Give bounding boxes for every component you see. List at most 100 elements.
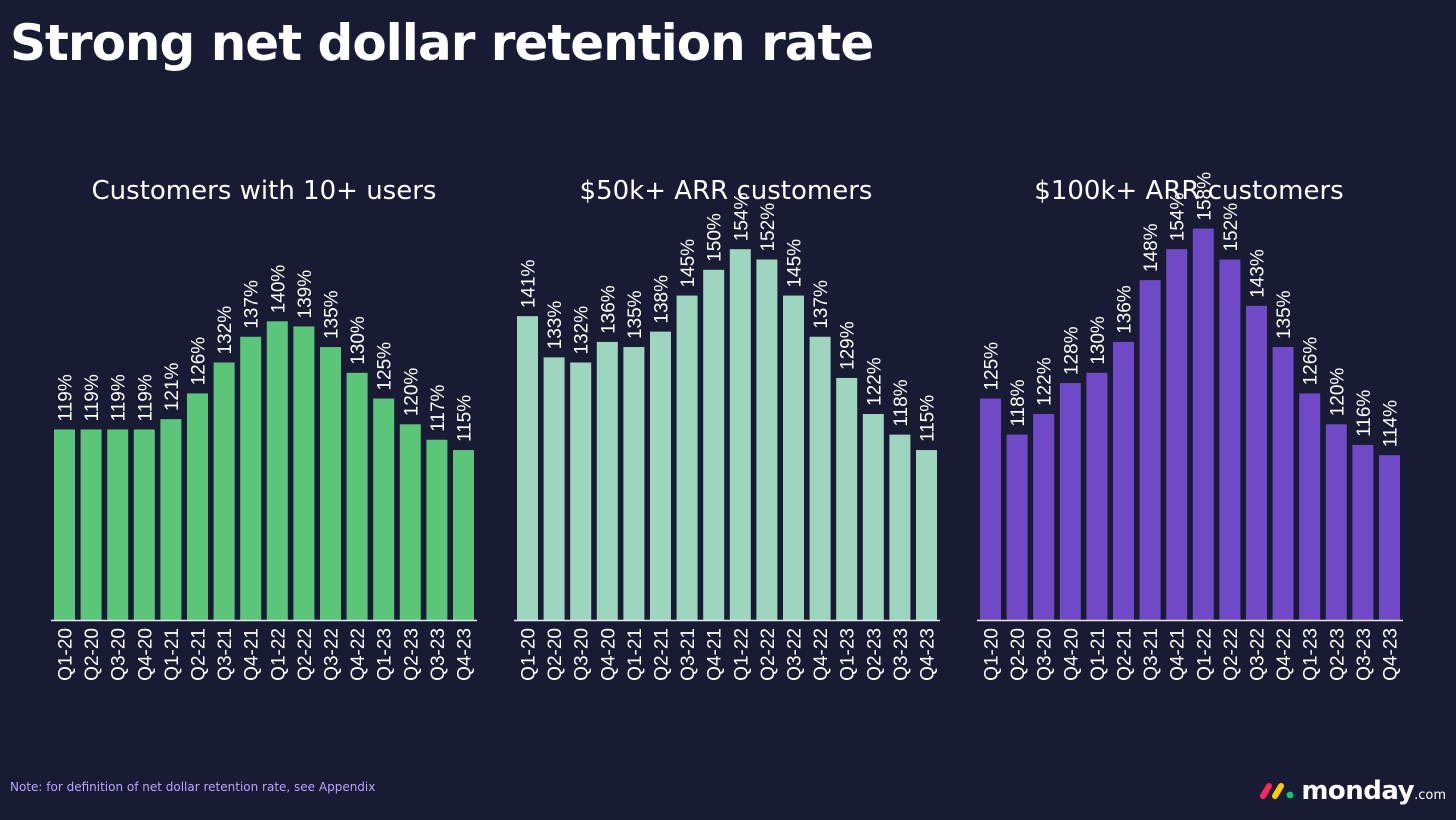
bar-Q3-21 — [213, 362, 235, 620]
value-label: 129% — [838, 321, 859, 370]
value-label: 119% — [109, 374, 130, 421]
category-label: Q2-21 — [189, 628, 210, 681]
value-label: 138% — [652, 275, 673, 324]
chart-1-title: Customers with 10+ users — [91, 176, 437, 206]
bar-Q4-21 — [240, 336, 262, 620]
bar-Q3-22 — [1246, 305, 1267, 620]
chart-3-title: $100k+ ARR customers — [1034, 176, 1344, 206]
category-label: Q3-21 — [678, 628, 699, 681]
bar-Q3-23 — [1352, 444, 1374, 620]
category-label: Q2-20 — [1008, 628, 1029, 681]
bar-Q3-23 — [889, 434, 911, 620]
value-label: 137% — [811, 280, 832, 329]
bar-Q2-23 — [1325, 424, 1347, 620]
page-title: Strong net dollar retention rate — [10, 14, 874, 72]
value-label: 125% — [375, 342, 396, 391]
value-label: 120% — [401, 368, 422, 417]
bar-Q1-21 — [160, 419, 182, 620]
category-label: Q2-23 — [864, 628, 885, 681]
brand-name: monday — [1301, 776, 1415, 806]
category-label: Q4-22 — [811, 628, 832, 681]
category-label: Q1-23 — [838, 628, 859, 681]
value-label: 152% — [758, 203, 779, 252]
value-label: 143% — [1248, 249, 1269, 298]
value-label: 115% — [455, 395, 476, 442]
bar-Q4-22 — [1272, 347, 1294, 620]
value-label: 150% — [705, 213, 726, 262]
category-label: Q4-23 — [918, 628, 939, 681]
value-label: 135% — [625, 290, 646, 339]
value-label: 117% — [428, 384, 449, 431]
value-label: 119% — [135, 374, 156, 421]
bar-Q4-22 — [809, 336, 831, 620]
category-label: Q3-21 — [215, 628, 236, 681]
value-label: 122% — [864, 357, 885, 406]
category-label: Q4-20 — [135, 628, 156, 681]
category-label: Q2-22 — [758, 628, 779, 681]
bar-Q3-21 — [676, 295, 698, 620]
bar-Q2-22 — [1219, 259, 1241, 620]
category-label: Q3-23 — [428, 628, 449, 681]
brand-logo: monday .com — [1257, 776, 1446, 806]
value-label: 141% — [519, 259, 540, 308]
bar-Q3-20 — [570, 362, 592, 620]
value-label: 132% — [215, 306, 236, 355]
bar-Q2-20 — [80, 429, 102, 620]
category-label: Q4-21 — [242, 628, 263, 681]
category-label: Q3-22 — [1248, 628, 1269, 681]
category-label: Q3-22 — [785, 628, 806, 681]
value-label: 132% — [572, 306, 593, 355]
category-label: Q1-20 — [982, 628, 1003, 681]
bar-Q2-20 — [1006, 434, 1028, 620]
bar-Q4-21 — [1166, 249, 1188, 620]
category-label: Q3-20 — [572, 628, 593, 681]
chart-2: 141% Q1-20 133% Q2-20 132% Q3-20 136% Q4-20 135%… — [514, 192, 940, 681]
category-label: Q4-20 — [598, 628, 619, 681]
bar-Q3-22 — [320, 347, 341, 620]
category-label: Q3-20 — [1035, 628, 1056, 681]
category-label: Q1-20 — [56, 628, 77, 681]
value-label: 119% — [56, 374, 77, 421]
value-label: 135% — [322, 290, 343, 339]
value-label: 119% — [82, 374, 103, 421]
bar-Q4-20 — [596, 341, 618, 620]
category-label: Q2-22 — [295, 628, 316, 681]
bar-Q3-23 — [426, 439, 448, 620]
category-label: Q1-22 — [1194, 628, 1215, 681]
value-label: 115% — [918, 395, 939, 442]
value-label: 158% — [1194, 172, 1215, 221]
value-label: 133% — [545, 301, 566, 350]
value-label: 140% — [268, 265, 289, 314]
category-label: Q2-22 — [1221, 628, 1242, 681]
bar-Q2-22 — [756, 259, 778, 620]
value-label: 136% — [1115, 285, 1136, 334]
category-label: Q3-21 — [1141, 628, 1162, 681]
bar-Q4-20 — [133, 429, 155, 620]
value-label: 120% — [1327, 368, 1348, 417]
bar-Q4-23 — [1379, 455, 1400, 620]
bar-Q1-22 — [1192, 228, 1214, 620]
category-label: Q1-21 — [625, 628, 646, 681]
value-label: 145% — [785, 239, 806, 288]
category-label: Q3-23 — [891, 628, 912, 681]
bar-Q2-23 — [399, 424, 421, 620]
value-label: 126% — [1301, 337, 1322, 386]
category-label: Q2-21 — [652, 628, 673, 681]
category-label: Q4-22 — [1274, 628, 1295, 681]
bar-Q1-23 — [836, 377, 858, 620]
bar-Q2-22 — [293, 326, 315, 620]
bar-Q4-21 — [703, 269, 725, 620]
footnote: Note: for definition of net dollar reten… — [10, 780, 376, 794]
category-label: Q3-22 — [322, 628, 343, 681]
category-label: Q1-22 — [731, 628, 752, 681]
category-label: Q2-21 — [1115, 628, 1136, 681]
value-label: 128% — [1061, 326, 1082, 375]
category-label: Q2-23 — [1327, 628, 1348, 681]
value-label: 114% — [1381, 400, 1402, 447]
bar-Q4-23 — [916, 450, 937, 620]
bar-Q3-22 — [783, 295, 804, 620]
bar-Q2-23 — [862, 414, 884, 620]
bar-Q1-20 — [54, 429, 75, 620]
value-label: 118% — [1008, 379, 1029, 426]
